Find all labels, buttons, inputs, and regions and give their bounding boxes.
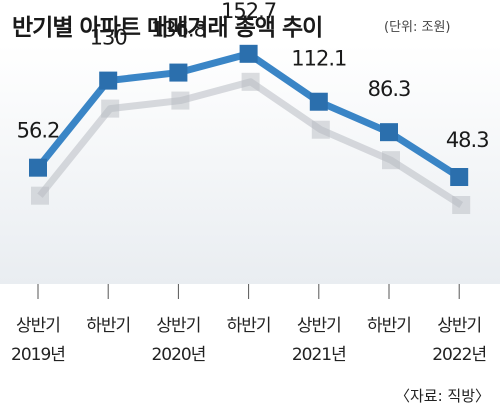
- data-point-shadow: [241, 72, 260, 91]
- data-point: [239, 44, 258, 63]
- data-point-shadow: [101, 99, 120, 118]
- data-label: 48.3: [446, 128, 489, 152]
- x-tick-label-half: 상반기: [16, 316, 61, 336]
- x-tick-label-year: 2020년: [151, 345, 206, 365]
- data-label: 152.7: [221, 0, 276, 23]
- data-point-shadow: [382, 151, 400, 170]
- data-point: [380, 123, 398, 142]
- data-point-shadow: [31, 186, 49, 205]
- unit-label: (단위: 조원): [384, 20, 451, 35]
- data-label: 112.1: [291, 47, 346, 71]
- x-tick-label-year: 2022년: [432, 345, 487, 365]
- chart-title: 반기별 아파트 매매거래 총액 추이: [12, 15, 323, 41]
- data-point: [309, 92, 328, 111]
- x-tick-label-half: 하반기: [226, 316, 272, 336]
- data-label: 56.2: [17, 119, 60, 143]
- x-tick-label-half: 상반기: [296, 316, 342, 336]
- line-chart: 56.2 130 136.8 152.7 112.1 86.3 48.3: [17, 0, 490, 299]
- source-note: 〈자료: 직방〉: [394, 387, 490, 405]
- data-point-shadow: [171, 91, 190, 110]
- x-tick-label-year: 2019년: [11, 345, 66, 365]
- data-label: 86.3: [368, 77, 411, 101]
- x-tick-label-half: 하반기: [367, 316, 412, 336]
- plot-area: 56.2 130 136.8 152.7 112.1 86.3 48.3: [0, 0, 500, 299]
- x-tick-label-half: 상반기: [156, 316, 201, 336]
- data-point: [29, 158, 47, 177]
- data-point: [169, 63, 188, 82]
- data-label: 136.8: [151, 18, 206, 42]
- data-point: [450, 168, 469, 187]
- x-tick-label-half: 하반기: [86, 316, 131, 336]
- data-label: 130: [90, 26, 127, 50]
- x-tick-label-half: 상반기: [437, 316, 482, 336]
- x-tick-label-year: 2021년: [291, 345, 347, 365]
- data-point: [99, 71, 118, 90]
- data-point-shadow: [311, 120, 330, 139]
- data-point-shadow: [452, 196, 471, 215]
